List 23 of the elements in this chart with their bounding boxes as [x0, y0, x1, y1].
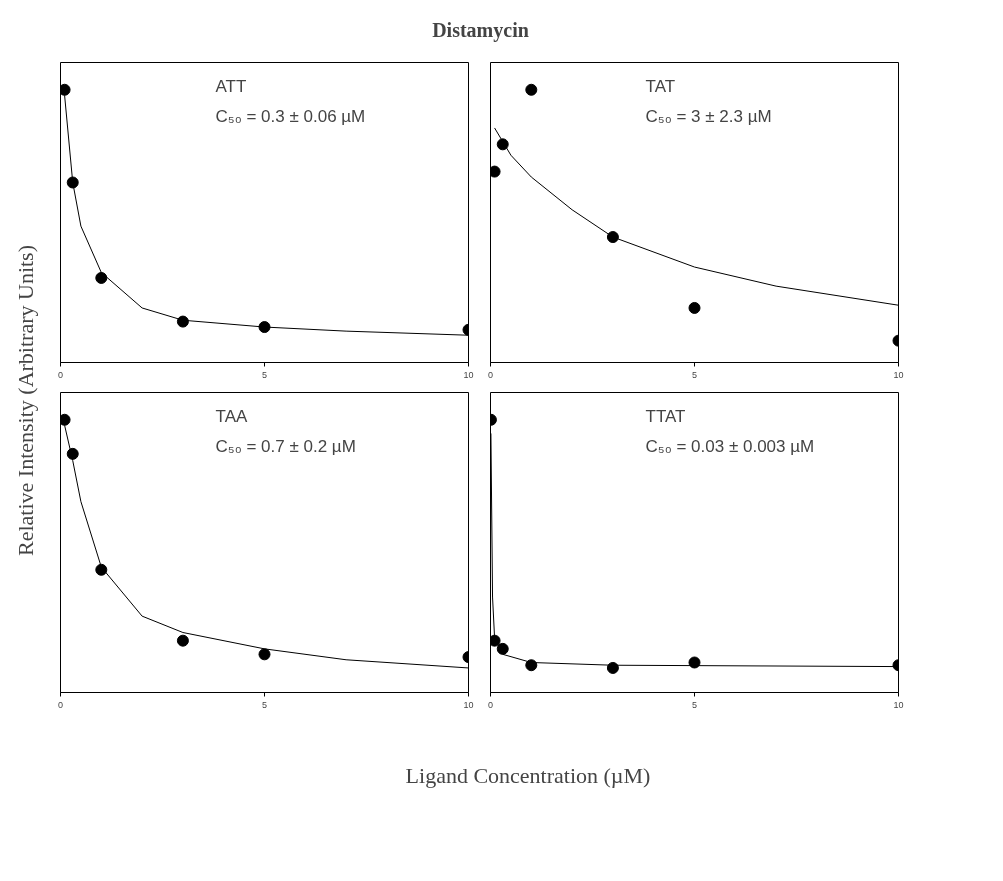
x-tick-label: 5 — [692, 699, 698, 710]
x-tick-label: 10 — [893, 699, 904, 710]
x-tick-label: 0 — [58, 699, 64, 710]
x-tick-label: 5 — [262, 369, 268, 380]
x-tick-label: 0 — [488, 699, 494, 710]
annotation: TAA — [215, 407, 248, 426]
x-tick-label: 5 — [692, 369, 698, 380]
annotation: C₅₀ = 0.7 ± 0.2 µM — [215, 437, 356, 456]
annotation: TTAT — [645, 407, 686, 426]
x-tick-label: 10 — [463, 699, 474, 710]
x-tick-label: 10 — [463, 369, 474, 380]
chart-title: Distamycin — [432, 18, 529, 42]
annotation: C₅₀ = 0.3 ± 0.06 µM — [215, 107, 366, 126]
annotation: ATT — [215, 77, 247, 96]
x-tick-label: 5 — [262, 699, 268, 710]
annotation: TAT — [645, 77, 676, 96]
x-tick-label: 0 — [488, 369, 494, 380]
annotation: C₅₀ = 3 ± 2.3 µM — [645, 107, 772, 126]
x-axis-title: Ligand Concentration (µM) — [405, 763, 651, 788]
y-axis-title: Relative Intensity (Arbitrary Units) — [13, 245, 38, 556]
x-tick-label: 10 — [893, 369, 904, 380]
annotation: C₅₀ = 0.03 ± 0.003 µM — [645, 437, 815, 456]
x-tick-label: 0 — [58, 369, 64, 380]
